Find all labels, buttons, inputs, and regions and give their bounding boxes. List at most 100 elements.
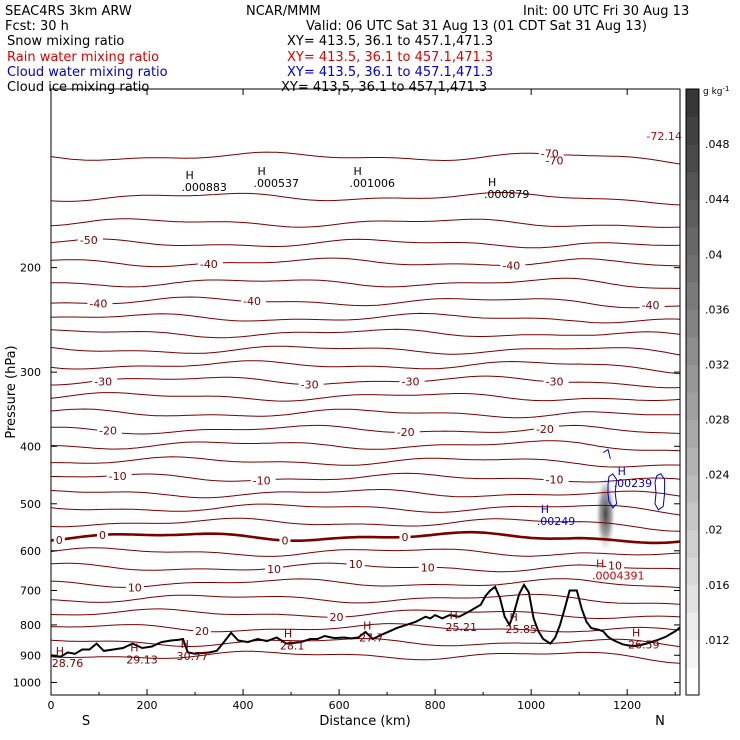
contour-label-bg (538, 147, 564, 160)
field-xy-snow: XY= 413.5, 36.1 to 457.1,471.3 (287, 34, 494, 49)
x-tick-label: 600 (329, 699, 350, 712)
max-marker-h: H (450, 609, 458, 622)
temperature-contour (51, 608, 680, 619)
temperature-contour (51, 312, 680, 324)
temperature-contour-label: -20 (397, 426, 415, 439)
temperature-contour (51, 191, 680, 206)
colorbar-tick-label: .04 (705, 248, 723, 261)
temperature-contour (51, 456, 680, 468)
max-marker-value: .00249 (537, 515, 576, 528)
field-xy-rain: XY= 413.5, 36.1 to 457.1,471.3 (287, 50, 494, 65)
top-contour-label: -72.14 (646, 130, 681, 143)
colorbar-segment (686, 529, 699, 558)
max-marker-h: H (56, 645, 64, 658)
y-tick-label: 200 (20, 262, 41, 275)
max-marker-value: .000883 (181, 181, 227, 194)
y-tick-label: 600 (20, 545, 41, 558)
temperature-contour-label: 10 (128, 581, 142, 594)
colorbar-tick-label: .032 (705, 358, 730, 371)
field-label-cloud-ice: Cloud ice mixing ratio (7, 80, 150, 95)
contour-label-bg (125, 581, 144, 594)
contour-label-bg (77, 233, 103, 246)
max-marker-value: 27.7 (359, 631, 384, 644)
contour-label-bg (543, 375, 569, 388)
terrain-profile (51, 582, 680, 658)
max-marker-value: 28.1 (280, 640, 305, 653)
x-tick-label: 200 (137, 699, 158, 712)
colorbar-tick-label: .048 (705, 138, 730, 151)
max-marker-value: 28.76 (52, 657, 84, 670)
max-marker-h: H (130, 642, 138, 655)
contour-label-bg (97, 424, 123, 437)
colorbar-segment (686, 447, 699, 476)
temperature-contour-label: -40 (243, 295, 261, 308)
contour-label-bg (543, 473, 569, 486)
field-xy-cloud-ice: XY= 413.5, 36.1 to 457.1,471.3 (281, 80, 488, 95)
max-marker-h: H (618, 465, 626, 478)
colorbar-unit-exponent: -1 (723, 85, 730, 93)
x-axis-end-south: S (82, 714, 90, 729)
contour-label-bg (399, 375, 425, 388)
temperature-contour (51, 328, 680, 339)
field-xy-cloud-water: XY= 413.5, 36.1 to 457.1,471.3 (287, 65, 494, 80)
temperature-contour-label: -10 (546, 474, 564, 487)
temperature-contour (51, 578, 680, 589)
max-marker-h: H (353, 165, 361, 178)
contour-label-bg (298, 378, 324, 391)
colorbar-segment (686, 557, 699, 586)
max-marker-h: H (185, 169, 193, 182)
temperature-contour-label: -20 (536, 423, 554, 436)
temperature-contour (51, 623, 680, 633)
max-marker-h: H (510, 611, 518, 624)
temperature-contour-label: 10 (267, 563, 281, 576)
valid-time: Valid: 06 UTC Sat 31 Aug 13 (01 CDT Sat … (306, 19, 647, 34)
contour-label-bg (106, 470, 132, 483)
contour-label-bg (418, 561, 437, 574)
y-tick-label: 800 (20, 619, 41, 632)
cloud-water-contour (602, 448, 611, 460)
temperature-contour (51, 562, 680, 573)
contour-label-bg (87, 297, 113, 310)
contour-label-bg (533, 422, 559, 435)
colorbar-segment (686, 364, 699, 393)
max-marker-value: .001006 (349, 177, 395, 190)
max-marker-value: .000537 (253, 177, 298, 190)
temperature-contour-label: 0 (281, 534, 288, 547)
colorbar-unit: g kg-1 (703, 85, 729, 97)
colorbar-segment (686, 639, 699, 668)
temperature-contour-label: 0 (402, 531, 409, 544)
temperature-contour (51, 277, 680, 289)
temperature-contour (51, 489, 680, 499)
colorbar-tick-label: .036 (705, 303, 730, 316)
temperature-contour-label: 20 (195, 625, 209, 638)
contour-label-bg (250, 474, 276, 487)
temperature-contour-label: 10 (608, 559, 622, 572)
temperature-contour (51, 440, 680, 452)
contour-label-bg (97, 528, 109, 541)
temperature-contour-label: -30 (402, 376, 420, 389)
x-axis-label: Distance (km) (319, 714, 410, 729)
x-axis-end-north: N (655, 714, 665, 729)
top-contour-label: -70 (546, 154, 564, 167)
temperature-contour-label: -30 (301, 378, 319, 391)
colorbar-segment (686, 502, 699, 531)
org-title: NCAR/MMM (246, 4, 321, 19)
contour-label-bg (327, 611, 346, 624)
colorbar-tick-label: .016 (705, 579, 730, 592)
temperature-contour-label: -10 (253, 474, 271, 487)
temperature-contour-label: 20 (329, 611, 343, 624)
temperature-contour-label: 10 (349, 558, 363, 571)
temperature-contour (51, 650, 680, 664)
colorbar-segment (686, 226, 699, 255)
max-marker-value: 30.77 (177, 650, 209, 663)
colorbar-segment (686, 144, 699, 173)
x-tick-label: 1200 (613, 699, 641, 712)
freezing-level-contour (51, 530, 680, 545)
temperature-contour (51, 296, 680, 309)
y-tick-label: 400 (20, 440, 41, 453)
contour-label-bg (197, 257, 223, 270)
contour-label-bg (92, 375, 118, 388)
max-marker-value: .000879 (484, 188, 530, 201)
contour-label-bg (639, 298, 665, 311)
field-label-cloud-water: Cloud water mixing ratio (7, 65, 168, 80)
